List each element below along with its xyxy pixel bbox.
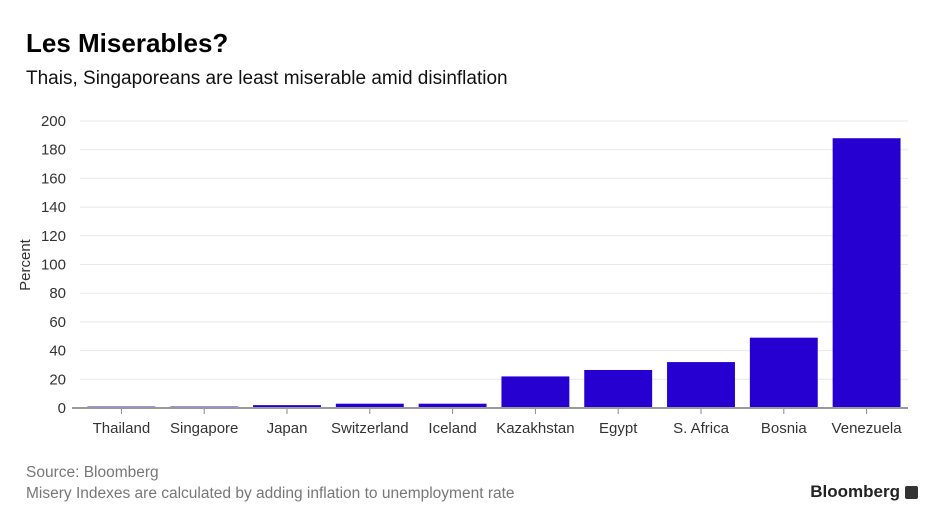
y-axis-label: Percent xyxy=(17,238,34,291)
y-tick-label: 180 xyxy=(41,142,66,159)
source-text: Source: Bloomberg xyxy=(26,464,159,481)
x-tick-label: Iceland xyxy=(428,420,476,437)
logo-text: Bloomberg xyxy=(810,482,900,501)
x-tick-label: Japan xyxy=(267,420,308,437)
chart-subtitle: Thais, Singaporeans are least miserable … xyxy=(26,68,508,89)
y-tick-label: 80 xyxy=(49,285,66,302)
bar-japan xyxy=(253,405,321,408)
bar-venezuela xyxy=(832,138,901,408)
x-tick-label: Thailand xyxy=(93,420,151,437)
footer: Source: Bloomberg Misery Indexes are cal… xyxy=(26,462,515,504)
note-text: Misery Indexes are calculated by adding … xyxy=(26,485,515,502)
bar-switzerland xyxy=(335,403,404,408)
bloomberg-logo: Bloomberg xyxy=(810,482,918,502)
bar-iceland xyxy=(418,403,487,408)
logo-mark-icon xyxy=(905,485,918,499)
chart-title: Les Miserables? xyxy=(26,28,229,58)
x-tick-label: Kazakhstan xyxy=(496,420,574,437)
y-tick-label: 140 xyxy=(41,199,66,216)
bar-egypt xyxy=(584,369,653,408)
bar-s-africa xyxy=(667,362,735,408)
y-tick-label: 160 xyxy=(41,170,66,187)
x-tick-label: Venezuela xyxy=(832,420,903,437)
x-tick-label: Egypt xyxy=(599,420,638,437)
y-tick-label: 100 xyxy=(41,257,66,274)
x-tick-label: S. Africa xyxy=(673,420,730,437)
bar-bosnia xyxy=(749,337,818,408)
y-tick-label: 200 xyxy=(41,113,66,130)
y-tick-label: 40 xyxy=(49,343,66,360)
x-tick-label: Singapore xyxy=(170,420,238,437)
bar-kazakhstan xyxy=(501,376,570,408)
y-tick-label: 120 xyxy=(41,228,66,245)
y-tick-label: 0 xyxy=(58,400,66,417)
x-tick-label: Bosnia xyxy=(761,420,808,437)
y-tick-label: 20 xyxy=(49,371,66,388)
x-tick-label: Switzerland xyxy=(331,420,409,437)
y-tick-label: 60 xyxy=(49,314,66,331)
